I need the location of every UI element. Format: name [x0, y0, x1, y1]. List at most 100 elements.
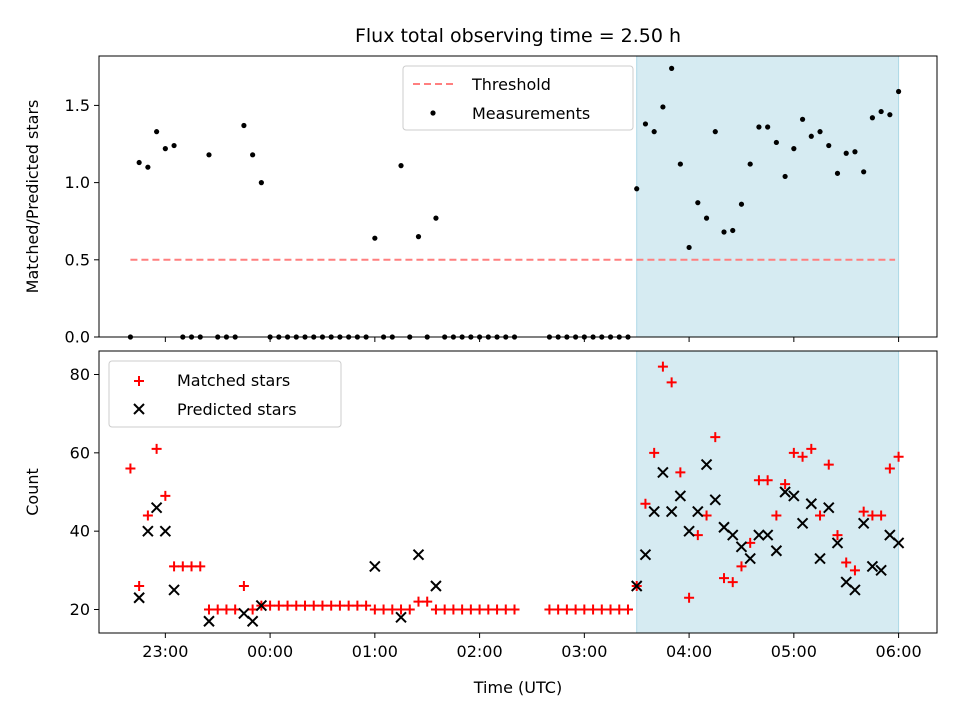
predicted-point: [709, 494, 721, 506]
legend-predicted-label: Predicted stars: [177, 400, 297, 419]
x-tick-label: 06:00: [876, 642, 922, 661]
matched-point: [867, 510, 878, 521]
measurement-point: [765, 124, 771, 130]
star-count-panel: 20 40 60 80 23:00 00:00 01:00 02:00 03:00 04:00 05…: [23, 350, 938, 697]
matched-point: [509, 604, 520, 615]
matched-point: [762, 475, 773, 486]
predicted-point: [412, 548, 425, 561]
matched-point: [282, 600, 293, 611]
x-tick-label: 00:00: [247, 642, 293, 661]
y-tick-label: 1.5: [65, 96, 90, 115]
chart-title: Flux total observing time = 2.50 h: [355, 25, 681, 47]
measurement-point: [136, 159, 142, 166]
flux-ratio-panel: 0.0 0.5 1.0 1.5 Flux total observing time = …: [23, 25, 938, 347]
matched-point: [553, 604, 564, 615]
measurement-point: [642, 121, 649, 127]
predicted-point: [631, 580, 643, 592]
measurement-point: [730, 227, 736, 234]
measurement-point: [878, 108, 884, 115]
matched-point: [195, 561, 206, 572]
measurement-point: [747, 161, 753, 167]
matched-point: [483, 604, 494, 615]
measurement-point: [433, 215, 439, 221]
measurement-point: [712, 129, 718, 135]
y-axis-label: Matched/Predicted stars: [23, 100, 42, 294]
matched-point: [238, 581, 249, 591]
predicted-point: [735, 541, 748, 553]
predicted-point: [639, 548, 652, 561]
predicted-point: [761, 529, 774, 541]
matched-point: [622, 604, 633, 615]
matched-point: [736, 561, 747, 572]
predicted-point: [831, 537, 844, 549]
y-tick-label: 60: [70, 443, 90, 462]
measurement-point: [756, 124, 762, 130]
matched-point: [361, 600, 372, 611]
predicted-point: [849, 584, 861, 596]
matched-point: [500, 604, 511, 615]
legend-threshold-label: Threshold: [471, 75, 551, 94]
matched-point: [753, 475, 764, 486]
matched-point: [343, 600, 354, 611]
predicted-point: [657, 466, 669, 479]
predicted-point: [753, 529, 765, 541]
measurement-point: [145, 164, 151, 170]
predicted-point: [665, 505, 678, 518]
measurement-point: [869, 115, 876, 121]
predicted-point: [142, 525, 154, 537]
x-tick-label: 02:00: [457, 642, 503, 661]
observing-window-band: [636, 350, 900, 634]
matched-point: [832, 530, 843, 541]
measurement-point: [721, 229, 727, 235]
measurement-point: [861, 169, 867, 175]
x-tick-label: 03:00: [561, 642, 607, 661]
matched-point: [849, 565, 860, 576]
matched-point: [352, 600, 363, 611]
measurement-point: [241, 122, 247, 129]
legend-predicted-swatch: [133, 403, 145, 415]
predicted-point: [892, 537, 905, 549]
predicted-point: [805, 498, 818, 510]
matched-point: [788, 447, 799, 458]
predicted-point: [203, 615, 215, 627]
observing-window-band: [636, 55, 900, 338]
predicted-point: [788, 490, 800, 502]
predicted-point: [770, 545, 783, 557]
measurement-point: [695, 200, 701, 206]
matched-point: [212, 604, 223, 615]
matched-point: [823, 459, 834, 470]
measurement-point: [206, 152, 212, 158]
legend-matched-swatch: [134, 376, 144, 386]
matched-point: [265, 600, 276, 611]
series-predicted-stars: [133, 458, 905, 627]
matched-point: [544, 604, 555, 615]
predicted-point: [648, 505, 660, 518]
y-tick-label: 1.0: [65, 173, 90, 192]
measurement-point: [826, 142, 832, 149]
measurement-point: [660, 104, 666, 110]
y-axis-label: Count: [23, 468, 42, 516]
predicted-point: [857, 517, 870, 530]
matched-point: [614, 604, 625, 615]
predicted-point: [430, 580, 442, 592]
matched-point: [605, 604, 616, 615]
legend-frame: [402, 65, 634, 131]
predicted-point: [692, 505, 704, 518]
matched-point: [815, 510, 826, 521]
predicted-point: [395, 611, 407, 624]
matched-point: [588, 604, 599, 615]
matched-point: [430, 604, 441, 615]
predicted-point: [744, 552, 756, 565]
measurement-point: [686, 244, 692, 251]
matched-point: [684, 592, 695, 603]
matched-point: [666, 377, 677, 388]
matched-point: [413, 596, 424, 607]
matched-point: [378, 604, 389, 615]
axes-frame: [98, 350, 938, 634]
measurement-point: [651, 129, 657, 135]
axes-frame: [98, 55, 938, 338]
predicted-point: [168, 584, 180, 596]
matched-point: [719, 573, 730, 584]
matched-point: [291, 600, 302, 611]
legend: Matched stars Predicted stars: [108, 360, 342, 428]
